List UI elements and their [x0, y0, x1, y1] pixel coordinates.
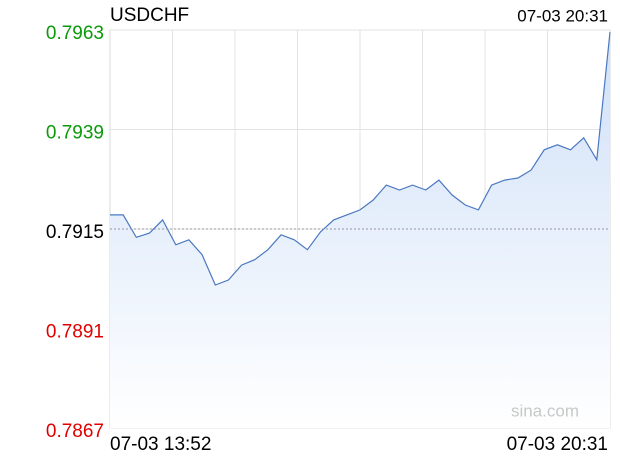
chart-title: USDCHF: [110, 5, 189, 26]
price-line: [110, 32, 611, 286]
y-tick-label: 0.7915: [46, 222, 104, 243]
y-tick-label: 0.7891: [46, 322, 104, 343]
time-label: 07-03 20:31: [517, 6, 608, 25]
y-tick-label: 0.7939: [46, 123, 104, 144]
x-tick-label: 07-03 13:52: [110, 434, 211, 455]
area: [110, 32, 610, 428]
x-tick-label: 07-03 20:31: [507, 434, 608, 455]
y-tick-label: 0.7963: [46, 23, 104, 44]
watermark: sina.com: [511, 401, 579, 420]
y-tick-label: 0.7867: [46, 421, 104, 442]
